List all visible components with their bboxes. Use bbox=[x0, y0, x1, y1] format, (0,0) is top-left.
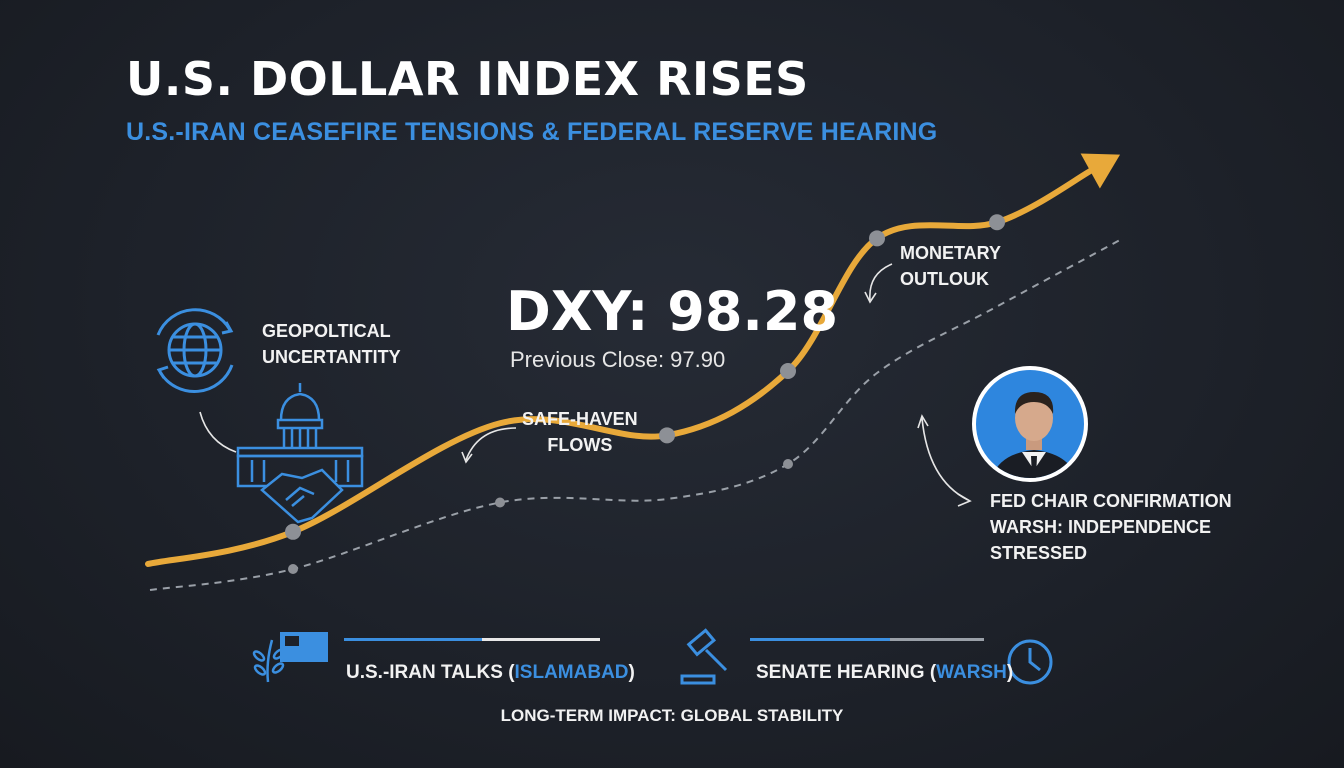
globe-icon bbox=[156, 308, 234, 393]
data-point-marker bbox=[989, 214, 1005, 231]
trend-line-layer bbox=[149, 239, 1121, 591]
fed-chair-label: FED CHAIR CONFIRMATION WARSH: INDEPENDEN… bbox=[990, 488, 1232, 566]
geopolitical-line-1: GEOPOLTICAL bbox=[262, 321, 391, 341]
geopolitical-line-2: UNCERTANTITY bbox=[262, 347, 401, 367]
olive-branch-icon bbox=[252, 639, 286, 683]
data-point-marker bbox=[783, 459, 793, 469]
safe-haven-label: SAFE-HAVEN FLOWS bbox=[522, 406, 638, 458]
footer-caption: LONG-TERM IMPACT: GLOBAL STABILITY bbox=[500, 706, 844, 725]
hearing-label: SENATE HEARING (WARSH) bbox=[756, 662, 1013, 684]
talks-label: U.S.-IRAN TALKS (ISLAMABAD) bbox=[346, 662, 635, 684]
fed-chair-line-2: WARSH: INDEPENDENCE bbox=[990, 517, 1212, 537]
handshake-icon bbox=[260, 468, 344, 524]
chart-subtitle: U.S.-IRAN CEASEFIRE TENSIONS & FEDERAL R… bbox=[126, 118, 938, 146]
geopolitical-label: GEOPOLTICAL UNCERTANTITY bbox=[262, 318, 401, 370]
talks-highlight: ISLAMABAD bbox=[514, 662, 629, 683]
monetary-label: MONETARY OUTLOUK bbox=[900, 240, 1001, 292]
progress-bar-talks-fill bbox=[344, 638, 482, 641]
talks-prefix: U.S.-IRAN TALKS ( bbox=[346, 662, 515, 683]
hearing-prefix: SENATE HEARING ( bbox=[756, 662, 937, 683]
data-point-marker bbox=[869, 230, 885, 247]
previous-close: Previous Close: 97.90 bbox=[510, 347, 726, 372]
monetary-line-1: MONETARY bbox=[900, 243, 1001, 263]
data-point-marker bbox=[288, 564, 298, 574]
fed-chair-line-3: STRESSED bbox=[990, 543, 1088, 563]
avatar bbox=[972, 366, 1088, 482]
hearing-highlight: WARSH bbox=[936, 662, 1007, 683]
safe-haven-line-1: SAFE-HAVEN bbox=[522, 409, 638, 429]
data-point-marker bbox=[659, 427, 675, 444]
flag-icon bbox=[280, 632, 328, 662]
dxy-line-layer bbox=[145, 153, 1121, 567]
trend-series-line bbox=[149, 239, 1121, 591]
monetary-line-2: OUTLOUK bbox=[900, 269, 989, 289]
data-point-marker bbox=[495, 497, 505, 508]
progress-bar-hearing-fill bbox=[750, 638, 890, 641]
fed-chair-line-1: FED CHAIR CONFIRMATION bbox=[990, 491, 1232, 511]
dxy-value: DXY: 98.28 bbox=[506, 280, 839, 343]
dxy-arrowhead bbox=[1080, 153, 1121, 189]
capitol-icon bbox=[236, 383, 364, 488]
connector-arrows bbox=[199, 263, 972, 507]
safe-haven-line-2: FLOWS bbox=[547, 435, 613, 455]
gavel-icon bbox=[680, 628, 728, 685]
clock-icon bbox=[1007, 639, 1053, 685]
dxy-series-line bbox=[145, 167, 1095, 567]
progress-bar-hearing-track bbox=[890, 638, 984, 641]
data-point-marker bbox=[780, 363, 796, 379]
talks-suffix: ) bbox=[628, 662, 635, 683]
data-point-marker bbox=[285, 523, 301, 540]
progress-bar-talks-track bbox=[482, 638, 600, 641]
hearing-suffix: ) bbox=[1006, 662, 1014, 683]
chart-title: U.S. DOLLAR INDEX RISES bbox=[126, 52, 809, 106]
marker-layer bbox=[285, 214, 1005, 574]
